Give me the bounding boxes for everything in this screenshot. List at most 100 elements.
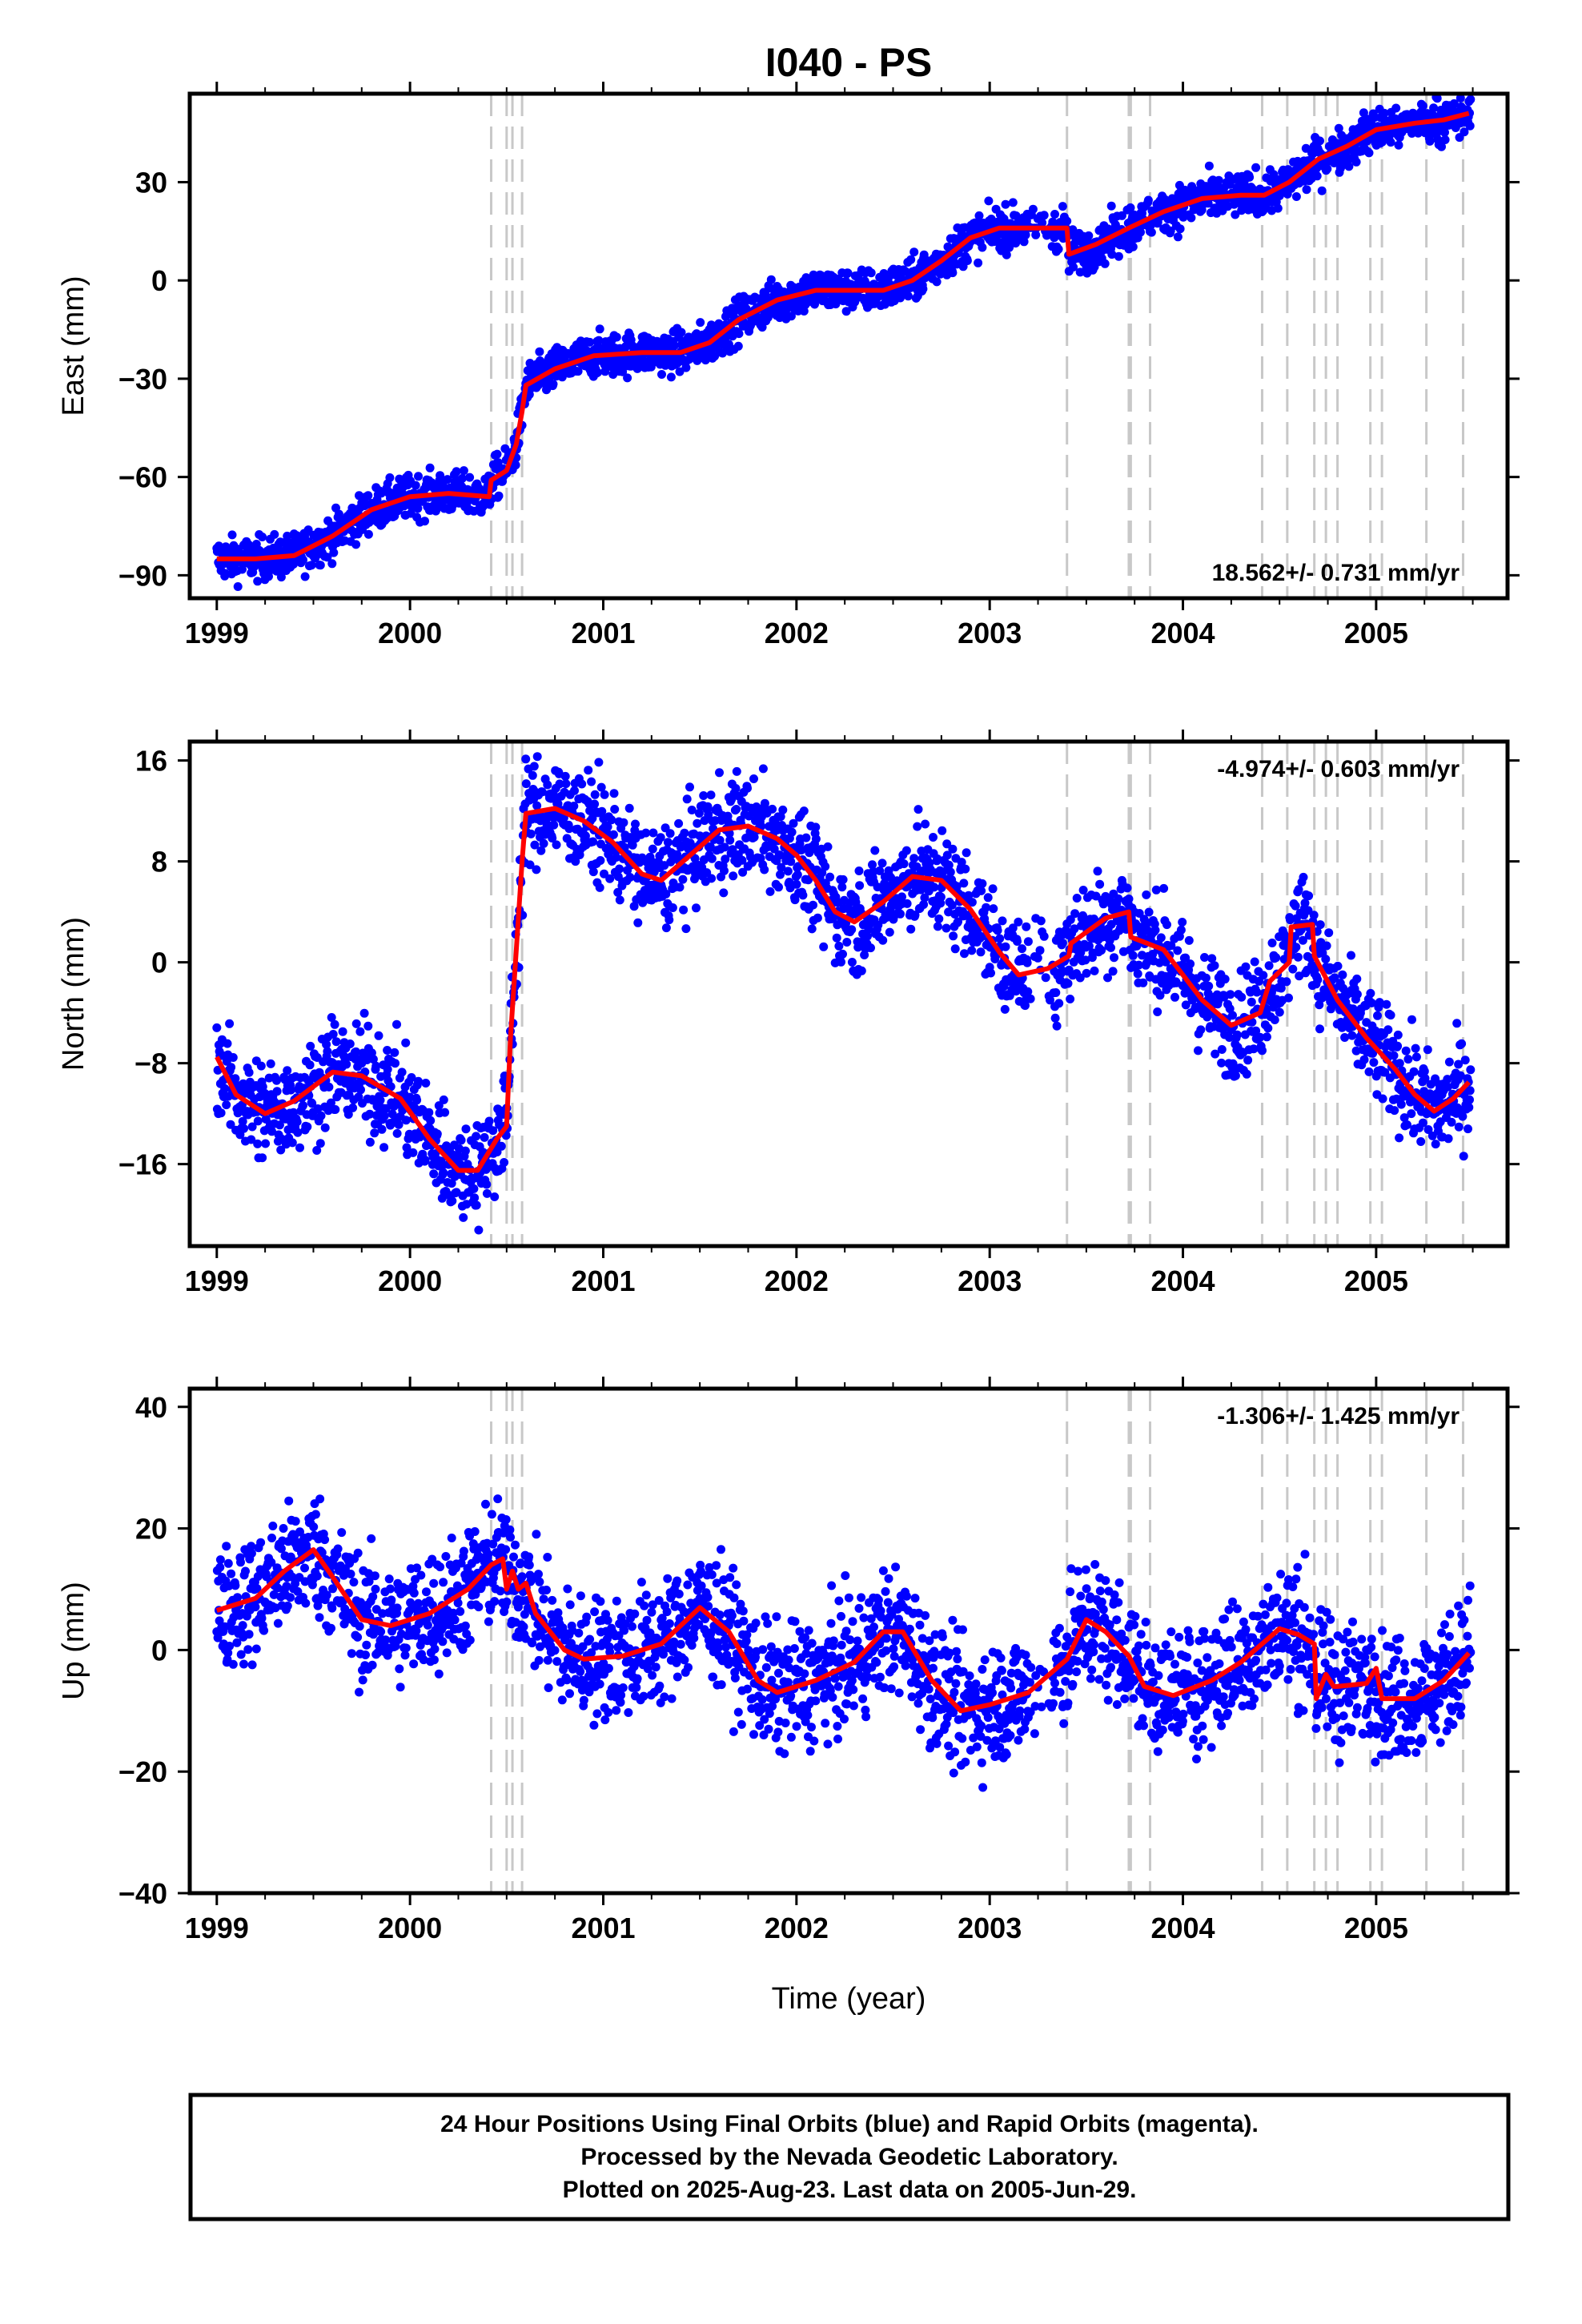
north-position-point: [663, 838, 673, 847]
north-position-point: [609, 789, 619, 798]
north-y-tick-label: 0: [151, 947, 167, 979]
north-position-point: [227, 1063, 236, 1072]
east-position-point: [457, 473, 467, 483]
east-position-point: [974, 211, 984, 220]
north-position-point: [1072, 894, 1082, 903]
north-position-point: [1309, 911, 1319, 920]
north-position-point: [448, 1196, 457, 1206]
north-position-point: [1196, 1025, 1206, 1035]
up-position-points: [212, 1494, 1476, 1792]
east-position-point: [1114, 251, 1123, 261]
north-position-point: [561, 779, 571, 789]
north-position-point: [847, 925, 857, 935]
north-position-point: [1201, 973, 1211, 983]
north-position-point: [1142, 890, 1151, 899]
north-position-point: [295, 1143, 304, 1152]
east-position-point: [669, 340, 679, 350]
east-position-point: [1301, 143, 1311, 153]
north-position-point: [1133, 969, 1142, 979]
north-position-point: [1014, 917, 1023, 927]
east-position-point: [1386, 138, 1395, 147]
north-position-point: [768, 804, 777, 814]
up-position-point: [215, 1555, 225, 1565]
north-position-point: [1322, 941, 1331, 951]
north-position-point: [1054, 999, 1064, 1008]
north-position-point: [1063, 979, 1073, 988]
north-position-point: [222, 1100, 231, 1110]
north-position-point: [383, 1064, 392, 1074]
north-position-point: [774, 883, 783, 892]
north-position-point: [577, 779, 587, 789]
east-position-point: [866, 268, 876, 278]
north-position-point: [482, 1180, 492, 1189]
north-position-point: [303, 1122, 312, 1132]
north-position-point: [838, 949, 847, 959]
figure-title: I040 - PS: [765, 40, 932, 85]
east-position-point: [385, 473, 395, 482]
east-position-point: [1100, 259, 1110, 268]
north-position-point: [223, 1039, 232, 1048]
north-position-point: [783, 866, 793, 876]
north-position-point: [1001, 942, 1010, 951]
north-position-point: [1106, 943, 1115, 952]
north-position-point: [1293, 952, 1303, 962]
north-position-point: [1033, 953, 1042, 963]
north-position-point: [825, 872, 835, 882]
north-position-point: [610, 805, 620, 814]
north-position-point: [596, 856, 605, 865]
north-position-point: [1364, 1067, 1374, 1076]
north-position-point: [426, 1116, 436, 1125]
north-position-point: [729, 871, 738, 881]
east-y-tick-label: −30: [118, 363, 167, 396]
north-position-point: [239, 1124, 248, 1133]
north-position-point: [1282, 977, 1291, 987]
north-position-point: [1395, 1059, 1404, 1068]
east-position-point: [1001, 199, 1010, 209]
east-position-point: [1146, 227, 1156, 237]
north-position-point: [1090, 966, 1099, 975]
north-position-point: [799, 806, 809, 816]
north-position-point: [1036, 916, 1046, 926]
east-x-tick-label: 2001: [571, 617, 635, 649]
east-position-point: [1362, 136, 1371, 146]
north-position-point: [978, 879, 987, 888]
north-position-point: [1333, 961, 1343, 971]
north-position-point: [703, 802, 713, 811]
north-position-point: [1407, 1015, 1416, 1024]
east-position-point: [666, 372, 676, 382]
north-position-point: [1264, 961, 1274, 971]
north-position-point: [866, 943, 875, 953]
east-position-point: [443, 475, 452, 485]
north-position-point: [1403, 1120, 1411, 1129]
north-position-point: [786, 857, 796, 866]
north-position-point: [949, 931, 958, 941]
north-position-point: [792, 879, 801, 889]
north-position-point: [765, 887, 775, 896]
north-position-point: [244, 1068, 254, 1077]
up-panel: 1999 2000 2001 2002 2003 2004 2005−40−2002040U…: [57, 1377, 1520, 1944]
east-position-point: [1466, 94, 1476, 104]
north-position-point: [1144, 907, 1154, 917]
north-position-point: [778, 805, 788, 814]
east-position-point: [1008, 198, 1018, 207]
north-position-point: [813, 913, 822, 923]
north-position-point: [707, 874, 717, 883]
north-position-point: [913, 822, 922, 831]
north-position-point: [961, 864, 970, 874]
north-position-point: [936, 892, 946, 902]
north-position-point: [1237, 992, 1247, 1002]
east-position-point: [1117, 211, 1126, 220]
north-position-point: [1122, 883, 1132, 893]
north-position-point: [1151, 885, 1161, 895]
east-rate-label: 18.562+/- 0.731 mm/yr: [1212, 560, 1460, 586]
east-position-point: [948, 268, 958, 278]
north-position-point: [1262, 1032, 1271, 1042]
north-position-point: [1393, 1041, 1403, 1051]
north-position-point: [906, 924, 916, 934]
north-position-point: [261, 1139, 271, 1148]
east-position-point: [315, 561, 325, 570]
north-position-point: [885, 927, 894, 937]
north-position-point: [793, 870, 802, 879]
east-position-point: [623, 373, 632, 383]
north-position-point: [982, 903, 991, 912]
